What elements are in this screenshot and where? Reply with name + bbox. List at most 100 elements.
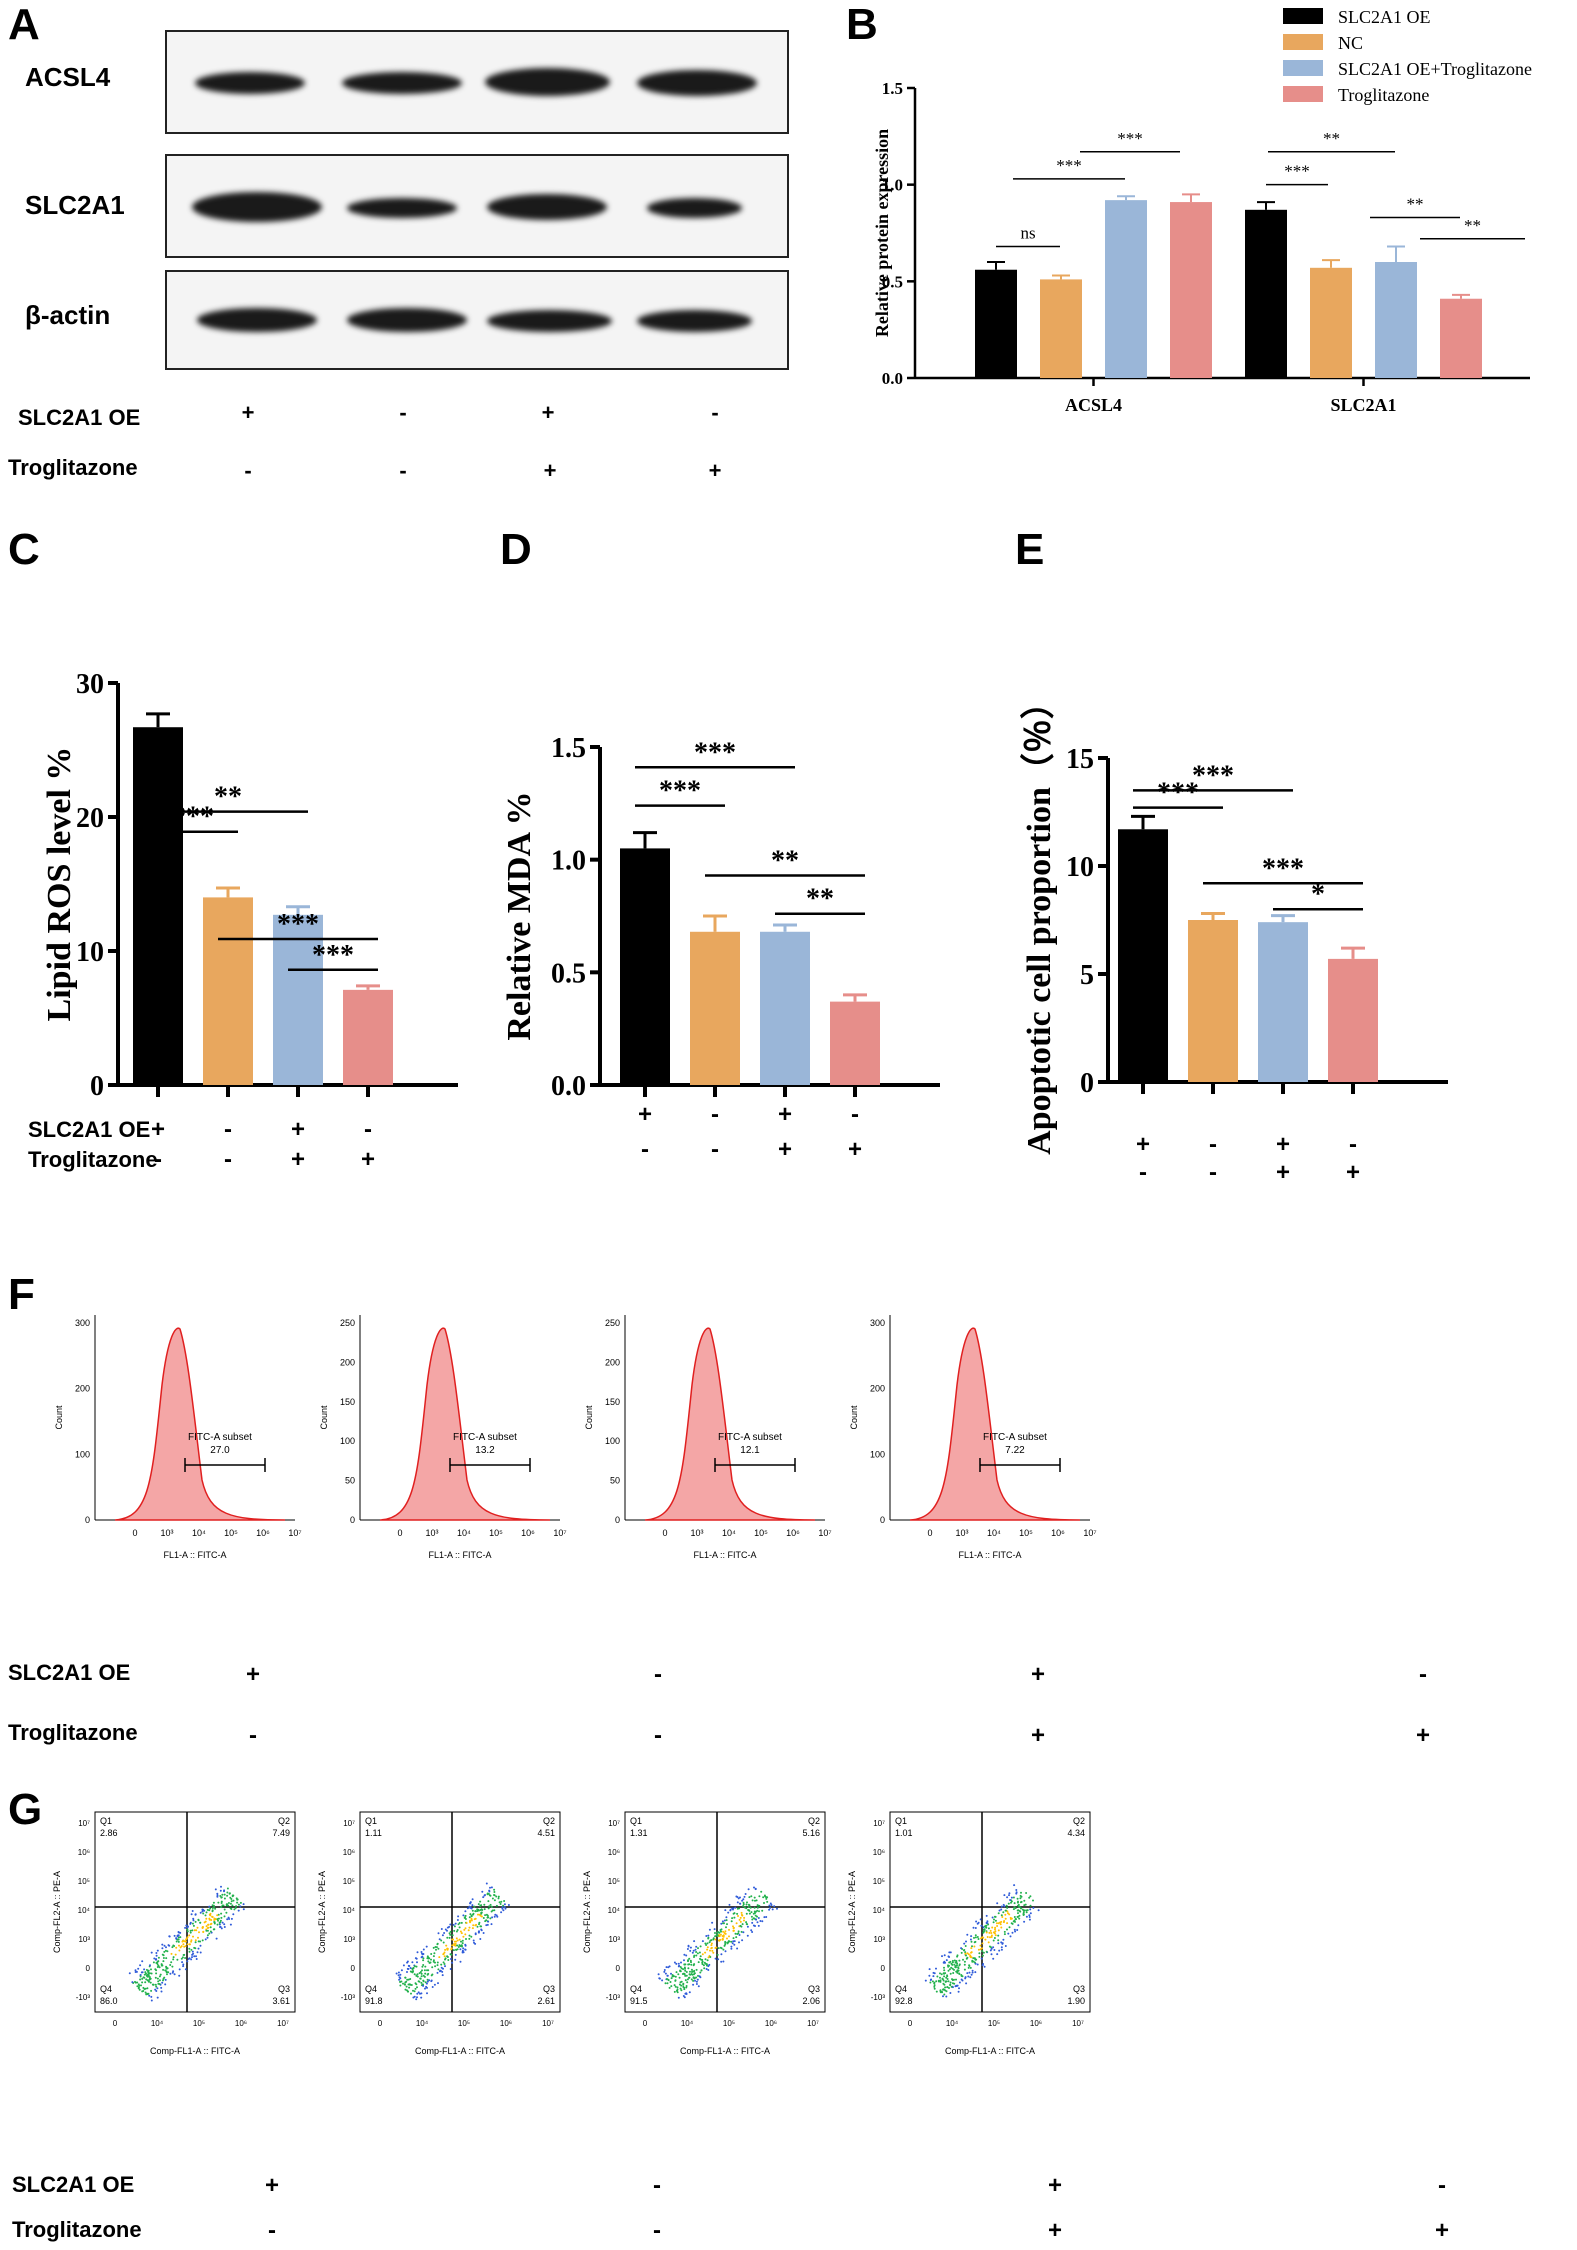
scatter-dot (1001, 1942, 1004, 1945)
scatter-dot (971, 1945, 973, 1948)
scatter-dot (997, 1939, 1000, 1942)
scatter-dot (184, 1940, 187, 1943)
panel-label-d: D (500, 525, 532, 574)
scatter-dot (459, 1930, 462, 1933)
scatter-dot (685, 1986, 688, 1989)
scatter-dot (136, 1981, 139, 1984)
scatter-dot (472, 1912, 475, 1915)
hist-y-label: Count (849, 1405, 859, 1430)
scatter-dot (483, 1894, 486, 1897)
scatter-dot (988, 1931, 991, 1934)
y-tick-label: 15 (1066, 744, 1094, 775)
scatter-dot (751, 1921, 754, 1924)
scatter-dot (170, 1961, 173, 1964)
scatter-dot (441, 1974, 444, 1977)
scatter-dot (450, 1958, 452, 1960)
quadrant-value: 4.51 (537, 1828, 555, 1838)
scatter-dot (690, 1968, 693, 1971)
scatter-dot (454, 1953, 457, 1956)
scatter-dot (128, 1972, 131, 1975)
scatter-dot (487, 1916, 490, 1919)
scatter-frame (94, 1811, 296, 2013)
scatter-dot (1006, 1928, 1008, 1931)
scatter-dot (178, 1949, 181, 1952)
scatter-dot (949, 1984, 952, 1987)
scatter-dot (971, 1969, 974, 1972)
scatter-dot (223, 1889, 226, 1892)
scatter-dot (219, 1926, 221, 1928)
scatter-dot (683, 1986, 686, 1989)
scatter-dot (958, 1959, 961, 1962)
scatter-dot (152, 1983, 155, 1986)
scatter-dot (162, 1957, 165, 1959)
scatter-dot (710, 1946, 713, 1949)
gate-label: FITC-A subset (188, 1432, 252, 1443)
scatter-x-tick-label: 0 (908, 2019, 913, 2028)
scatter-dot (176, 1958, 179, 1961)
scatter-dot (443, 1951, 446, 1954)
scatter-dot (193, 1955, 196, 1958)
scatter-dot (503, 1906, 506, 1908)
scatter-dot (169, 1964, 172, 1966)
scatter-dot (968, 1971, 971, 1974)
scatter-dot (717, 1939, 720, 1942)
scatter-dot (154, 1983, 157, 1986)
scatter-dot (1011, 1931, 1014, 1934)
scatter-dot (1004, 1917, 1007, 1920)
scatter-dot (441, 1934, 444, 1937)
scatter-dot (945, 1976, 948, 1979)
scatter-dot (223, 1915, 226, 1918)
sign-oe: + (638, 1101, 652, 1128)
scatter-dot (480, 1911, 483, 1914)
scatter-dot (150, 1989, 153, 1992)
scatter-dot (707, 1937, 710, 1940)
scatter-dot (192, 1952, 195, 1955)
scatter-dot (150, 1951, 153, 1954)
scatter-dot (948, 1951, 951, 1954)
scatter-dot (185, 1937, 188, 1940)
sign-oe: - (654, 1661, 662, 1688)
scatter-dot (158, 1966, 161, 1969)
scatter-dot (1032, 1906, 1035, 1909)
hist-y-tick-label: 200 (605, 1357, 620, 1367)
scatter-dot (971, 1960, 974, 1963)
scatter-dot (1018, 1914, 1021, 1917)
scatter-dot (434, 1946, 437, 1948)
scatter-dot (997, 1942, 1000, 1945)
scatter-dot (475, 1923, 478, 1926)
bar (1170, 202, 1212, 378)
scatter-dot (997, 1934, 1000, 1937)
scatter-dot (161, 1947, 164, 1950)
scatter-dot (977, 1948, 980, 1951)
scatter-dot (407, 1964, 410, 1967)
y-tick-label: 0 (90, 1071, 104, 1102)
scatter-dot (161, 1953, 164, 1956)
scatter-dot (748, 1904, 751, 1907)
scatter-dot (460, 1940, 462, 1943)
scatter-dot (1025, 1909, 1028, 1912)
histogram (909, 1327, 1081, 1521)
scatter-dot (679, 1987, 682, 1990)
scatter-dot (172, 1958, 175, 1961)
scatter-dot (410, 1992, 412, 1995)
scatter-dot (960, 1974, 963, 1976)
sign-oe: + (265, 2172, 279, 2199)
scatter-dot (963, 1960, 966, 1963)
scatter-dot (717, 1958, 720, 1961)
scatter-dot (944, 1986, 947, 1989)
significance-label: *** (277, 909, 319, 940)
sign-oe: - (1438, 2172, 1446, 2199)
scatter-dot (150, 1999, 153, 2002)
scatter-x-tick-label: 10⁴ (681, 2019, 694, 2028)
scatter-dot (165, 1967, 168, 1970)
scatter-dot (205, 1911, 208, 1914)
gate-value: 12.1 (740, 1445, 760, 1456)
scatter-dot (226, 1918, 229, 1921)
scatter-dot (695, 1983, 698, 1985)
scatter-dot (400, 1969, 403, 1972)
scatter-dot (416, 1975, 419, 1978)
scatter-dot (977, 1938, 980, 1940)
scatter-dot (236, 1898, 239, 1901)
scatter-dot (493, 1909, 496, 1912)
scatter-dot (955, 1970, 958, 1973)
